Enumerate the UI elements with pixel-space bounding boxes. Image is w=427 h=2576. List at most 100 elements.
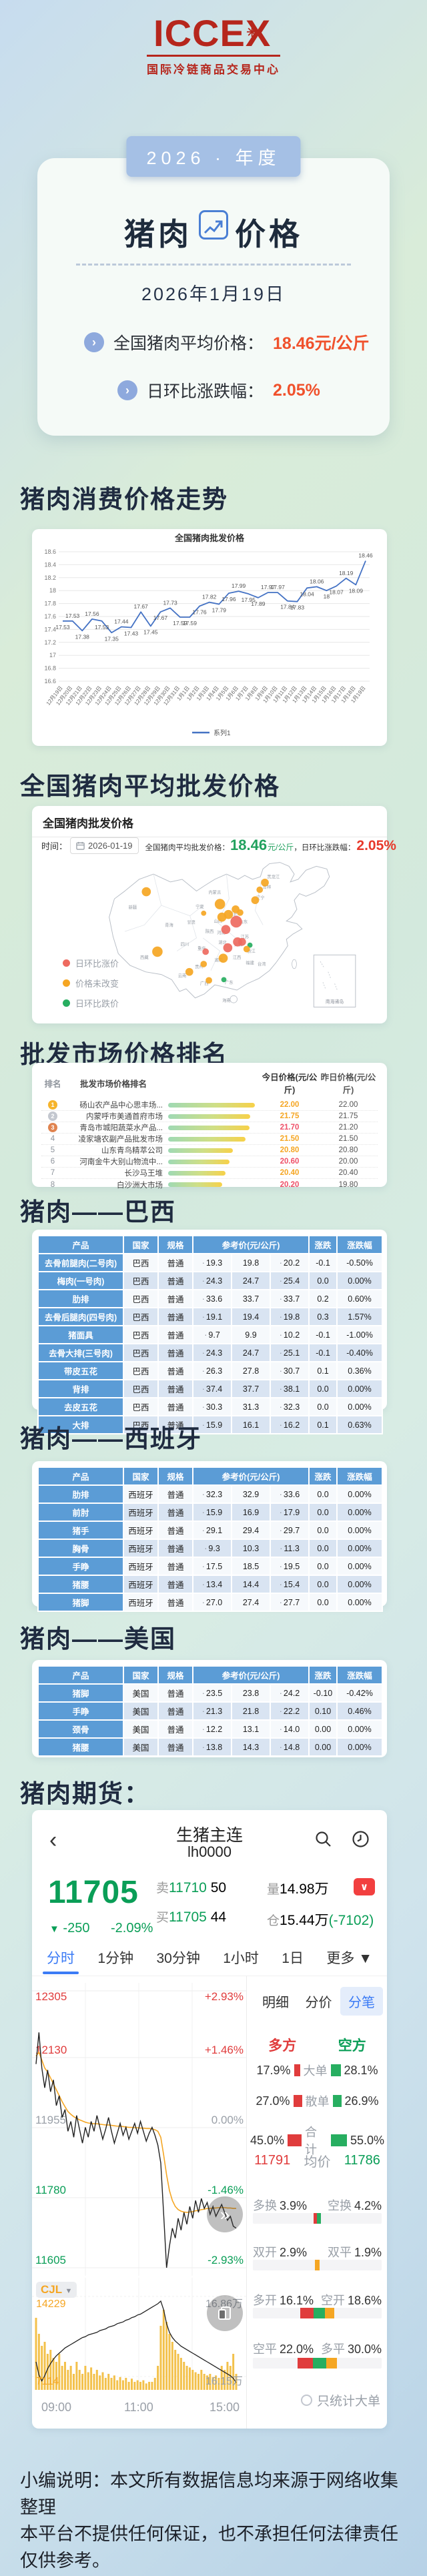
chg-cell: 0.1 (308, 1361, 338, 1380)
svg-text:18.04: 18.04 (300, 590, 314, 597)
tab-明细[interactable]: 明细 (262, 1996, 289, 2010)
ref-mid-cell: 27.4 (231, 1593, 271, 1612)
tab-分时[interactable]: 分时 (43, 1948, 79, 1974)
tab-1日[interactable]: 1日 (282, 1951, 304, 1966)
svg-text:17.53: 17.53 (55, 624, 70, 630)
svg-text:西藏: 西藏 (140, 954, 149, 960)
split-label: 散单 (305, 2095, 330, 2108)
table-row: 7 长沙马王堆 20.40 20.40 (41, 1168, 378, 1179)
svg-text:河南: 河南 (217, 929, 226, 935)
chg-cell: -0.1 (308, 1325, 338, 1344)
tab-分笔[interactable]: 分笔 (340, 1987, 383, 2016)
disclaimer-line: 本平台不提供任何保证，也不承担任何法律责任 (20, 2524, 398, 2544)
alert-badge[interactable]: ∨ (354, 1878, 375, 1895)
product-cell: 去骨前腿肉(二号肉) (37, 1253, 124, 1272)
split-label: 大单 (303, 2064, 328, 2078)
svg-text:11605: 11605 (35, 2254, 66, 2266)
ref-low-cell: 19.3 (192, 1253, 232, 1272)
map-dot-贵州 (200, 961, 207, 967)
pct-cell: 0.00% (336, 1521, 384, 1540)
page-title-right: 价格 (235, 217, 303, 252)
tab-1小时[interactable]: 1小时 (223, 1951, 259, 1966)
svg-text:7114: 7114 (36, 2376, 59, 2387)
short-pct: 28.1% (344, 2063, 378, 2077)
today-price: 20.20 (280, 1180, 300, 1189)
intraday-price-chart: 12305 +2.93% 12130 +1.46% 11955 0.00% 11780 -1.… (32, 1983, 247, 2276)
ref-mid-cell: 33.7 (231, 1289, 271, 1308)
spec-cell: 普通 (157, 1307, 193, 1326)
table-row: 胸骨西班牙普通9.310.311.30.00.00% (37, 1539, 384, 1558)
spec-cell: 普通 (157, 1289, 193, 1308)
svg-text:17.4: 17.4 (44, 626, 56, 632)
search-icon[interactable] (314, 1830, 332, 1851)
svg-text:福建: 福建 (246, 959, 254, 965)
svg-text:系列1: 系列1 (214, 729, 231, 737)
table-row: 肋排西班牙普通32.332.933.60.00.00% (37, 1484, 384, 1504)
yesterday-price: 21.20 (338, 1124, 358, 1132)
map-dot-西藏 (152, 946, 163, 957)
large-order-filter[interactable]: 只统计大单 (300, 2391, 380, 2409)
screenshot-button[interactable] (207, 2295, 243, 2331)
country-cell: 西班牙 (123, 1539, 159, 1558)
price-change-pct: -2.09% (111, 1921, 153, 1936)
date-picker[interactable]: 2026-01-19 (70, 837, 139, 854)
price-bar (168, 1114, 255, 1119)
chg-cell: 0.0 (308, 1271, 338, 1290)
svg-text:江西: 江西 (233, 955, 242, 960)
svg-text:重庆: 重庆 (197, 945, 206, 951)
ref-high-cell: 16.2 (269, 1415, 310, 1434)
ref-mid-cell: 24.7 (231, 1343, 271, 1362)
date-picker-value: 2026-01-19 (88, 840, 133, 851)
ref-high-cell: 19.8 (269, 1307, 310, 1326)
map-dot-河北 (224, 909, 234, 919)
long-head: 多方 (268, 2038, 297, 2054)
ranking-card: 排名 批发市场价格排名 今日价格(元/公斤) 昨日价格(元/公斤) 1 砀山农产品… (32, 1063, 387, 1190)
short-bar (330, 2064, 341, 2076)
market-name: 河南金牛大别山物流中... (79, 1158, 163, 1166)
pair-stat-bar (253, 2213, 382, 2224)
clock-icon[interactable] (352, 1830, 370, 1851)
svg-text:17.38: 17.38 (75, 633, 90, 640)
volume-label: 量 (267, 1883, 280, 1897)
back-button[interactable]: ‹ (49, 1827, 57, 1853)
futures-navbar: ‹ 生猪主连 lh0000 (32, 1822, 387, 1869)
table-header-row: 产品 国家 规格 参考价(元/公斤) 涨跌 涨跌幅 (37, 1665, 384, 1685)
disclaimer-line: 小编说明：本文所有数据信息均来源于网络收集整理 (20, 2471, 398, 2517)
chg-cell: 0.00 (308, 1737, 338, 1757)
short-bar (332, 2095, 342, 2107)
svg-text:内蒙古: 内蒙古 (208, 889, 221, 895)
col-chg: 涨跌 (308, 1235, 338, 1254)
spec-cell: 普通 (157, 1701, 193, 1721)
product-cell: 肋排 (37, 1484, 124, 1504)
svg-text:新疆: 新疆 (128, 904, 137, 910)
intraday-pane: 12305 +2.93% 12130 +1.46% 11955 0.00% 11780 -1.… (32, 1976, 247, 2429)
product-cell: 手睁 (37, 1557, 124, 1576)
ref-mid-cell: 18.5 (231, 1557, 271, 1576)
long-pct: 17.9% (256, 2063, 291, 2077)
table-row: 猪腰西班牙普通13.414.415.40.00.00% (37, 1575, 384, 1594)
svg-text:18.2: 18.2 (44, 574, 56, 581)
product-cell: 梅肉(一号肉) (37, 1271, 124, 1290)
today-price: 21.50 (280, 1135, 300, 1143)
avg-price-row: › 全国猪肉平均价格： 18.46元/公斤 (84, 330, 370, 354)
disclaimer-line: 仅供参考。 (20, 2551, 110, 2571)
svg-text:17.44: 17.44 (114, 618, 129, 625)
map-card: 全国猪肉批发价格 时间： 2026-01-19 全国猪肉平均批发价格： 18.4… (32, 806, 396, 1023)
ref-high-cell: 32.3 (269, 1397, 310, 1416)
map-dot-广西 (205, 977, 212, 984)
map-dot-黑龙江 (261, 879, 269, 887)
market-name: 内蒙呼市美通首府市场 (86, 1113, 163, 1121)
map-dot-吉林 (256, 886, 264, 893)
tab-1分钟[interactable]: 1分钟 (97, 1951, 134, 1966)
volume-value: 14.98万 (280, 1881, 329, 1897)
tab-更多[interactable]: 更多 ▼ (326, 1951, 372, 1966)
volume-indicator-selector[interactable]: CJL ▼ (36, 2282, 77, 2298)
table-row: 手睁美国普通21.321.822.20.100.46% (37, 1701, 384, 1721)
country-cell: 巴西 (123, 1361, 159, 1380)
svg-text:16.15万: 16.15万 (205, 2376, 243, 2387)
volume-chart: 14229 7114 16.86万 16.15万 (32, 2278, 247, 2390)
expand-button[interactable]: » (207, 2196, 243, 2232)
map-card-header: 全国猪肉批发价格 (32, 806, 387, 837)
tab-分价[interactable]: 分价 (305, 1996, 332, 2010)
tab-30分钟[interactable]: 30分钟 (156, 1951, 200, 1966)
